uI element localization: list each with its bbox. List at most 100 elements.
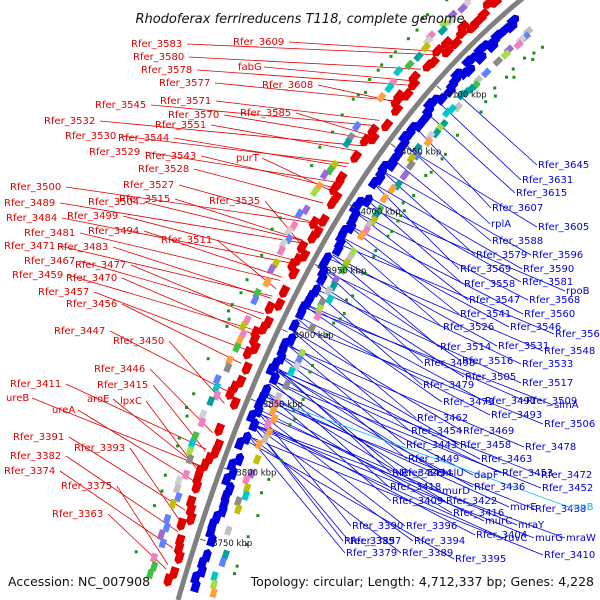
- gc-dot: [390, 229, 394, 233]
- forward-gene-arrow: [328, 181, 341, 195]
- cog-color-block: [198, 409, 208, 420]
- forward-gene-label: Rfer_3504: [88, 197, 139, 208]
- reverse-gene-label: Rfer_3409: [392, 496, 443, 507]
- reverse-gene-arrow: [361, 194, 374, 208]
- cog-color-block: [286, 366, 296, 378]
- cog-color-block: [399, 170, 410, 181]
- forward-gene-arrow: [242, 345, 254, 360]
- forward-gene-arrow: [401, 87, 414, 101]
- forward-gene-arrow: [390, 94, 404, 108]
- reverse-gene-label: murG: [535, 533, 563, 544]
- gc-dot: [308, 370, 312, 374]
- forward-gene-label: Rfer_3515: [119, 194, 170, 205]
- gc-dot: [310, 164, 314, 168]
- reverse-leader-line: [275, 367, 502, 474]
- reverse-leader-line: [392, 158, 492, 242]
- reverse-gene-label: Rfer_3547: [469, 295, 520, 306]
- forward-gene-label: aroE: [87, 394, 109, 405]
- reverse-leader-line: [349, 225, 524, 315]
- reverse-gene-label: Rfer_3394: [414, 536, 465, 547]
- forward-gene-label: Rfer_3571: [160, 96, 211, 107]
- reverse-gene-label: Rfer_3517: [522, 378, 573, 389]
- cog-color-block: [190, 431, 200, 442]
- gc-dot: [177, 436, 181, 440]
- tick-mark: [250, 398, 257, 402]
- gc-dot: [523, 56, 527, 60]
- cog-color-block: [325, 293, 335, 305]
- forward-gene-label: Rfer_3609: [233, 37, 284, 48]
- cog-color-block: [221, 549, 230, 560]
- gc-dot: [227, 317, 231, 321]
- gc-dot: [225, 324, 229, 328]
- reverse-leader-line: [292, 331, 411, 432]
- cog-color-block: [173, 491, 183, 503]
- forward-gene-arrow: [229, 396, 241, 410]
- reverse-leader-line: [275, 369, 401, 474]
- gc-dot: [245, 542, 249, 546]
- forward-gene-label: Rfer_3489: [4, 198, 55, 209]
- forward-gene-label: Rfer_3527: [123, 180, 174, 191]
- reverse-leader-line: [305, 305, 443, 403]
- reverse-gene-label: Rfer_3505: [465, 372, 516, 383]
- forward-leader-line: [210, 124, 358, 152]
- cog-color-block: [232, 342, 242, 353]
- reverse-gene-label: Rfer_3590: [523, 264, 574, 275]
- reverse-gene-label: Rfer_3390: [352, 521, 403, 532]
- forward-gene-arrow: [307, 230, 320, 244]
- cog-color-block: [283, 225, 294, 237]
- reverse-leader-line: [270, 380, 390, 488]
- reverse-gene-arrow: [485, 40, 499, 54]
- reverse-gene-label: Rfer_3404: [476, 530, 527, 541]
- reverse-gene-label: Rfer_3546: [510, 322, 561, 333]
- reverse-gene-arrow: [385, 159, 398, 173]
- gc-dot: [230, 303, 234, 307]
- reverse-gene-label: Rfer_3396: [406, 521, 457, 532]
- reverse-gene-label: Rfer_3422: [446, 496, 497, 507]
- reverse-leader-line: [286, 343, 460, 446]
- forward-gene-arrow: [174, 550, 185, 565]
- reverse-gene-label: Rfer_3516: [462, 356, 513, 367]
- forward-leader-line: [223, 114, 367, 139]
- gc-dot: [511, 67, 515, 71]
- reverse-leader-line: [332, 254, 498, 347]
- forward-leader-line: [93, 291, 248, 351]
- forward-leader-line: [196, 69, 408, 86]
- cog-color-block: [420, 41, 432, 53]
- reverse-gene-label: Rfer_3436: [474, 482, 525, 493]
- reverse-gene-label: mraW: [566, 533, 596, 544]
- reverse-leader-line: [257, 411, 352, 527]
- forward-gene-label: Rfer_3570: [168, 110, 219, 121]
- forward-gene-label: ureB: [6, 393, 29, 404]
- forward-leader-line: [79, 232, 281, 281]
- reverse-gene-arrow: [288, 319, 300, 333]
- cog-color-block: [282, 379, 292, 391]
- reverse-gene-label: Rfer_3558: [464, 279, 515, 290]
- forward-leader-line: [130, 264, 262, 320]
- reverse-leader-line: [275, 369, 541, 476]
- gc-dot: [233, 572, 237, 576]
- cog-color-block: [319, 169, 330, 180]
- cog-color-block: [480, 67, 492, 79]
- forward-gene-arrow: [367, 123, 380, 137]
- cog-color-block: [392, 65, 404, 77]
- reverse-leader-line: [362, 204, 566, 292]
- reverse-gene-label: Rfer_3560: [524, 309, 575, 320]
- cog-color-block: [157, 529, 166, 540]
- forward-gene-label: Rfer_3494: [88, 226, 139, 237]
- kbp-tick-label: 4000 kbp: [361, 207, 401, 217]
- reverse-gene-label: Rfer_3462: [417, 413, 468, 424]
- reverse-gene-arrow: [294, 306, 307, 321]
- gc-dot: [493, 94, 497, 98]
- gc-dot: [176, 444, 180, 448]
- gc-dot: [356, 93, 360, 97]
- cog-color-block: [309, 186, 320, 198]
- reverse-gene-arrow: [190, 579, 201, 593]
- cog-color-block: [387, 183, 398, 195]
- tick-mark: [281, 328, 288, 333]
- reverse-gene-label: Rfer_3533: [522, 359, 573, 370]
- forward-leader-line: [112, 398, 200, 469]
- reverse-gene-label: dapF: [474, 470, 499, 481]
- forward-gene-label: purT: [236, 153, 260, 164]
- forward-gene-arrow: [287, 257, 299, 272]
- reverse-leader-line: [270, 379, 474, 488]
